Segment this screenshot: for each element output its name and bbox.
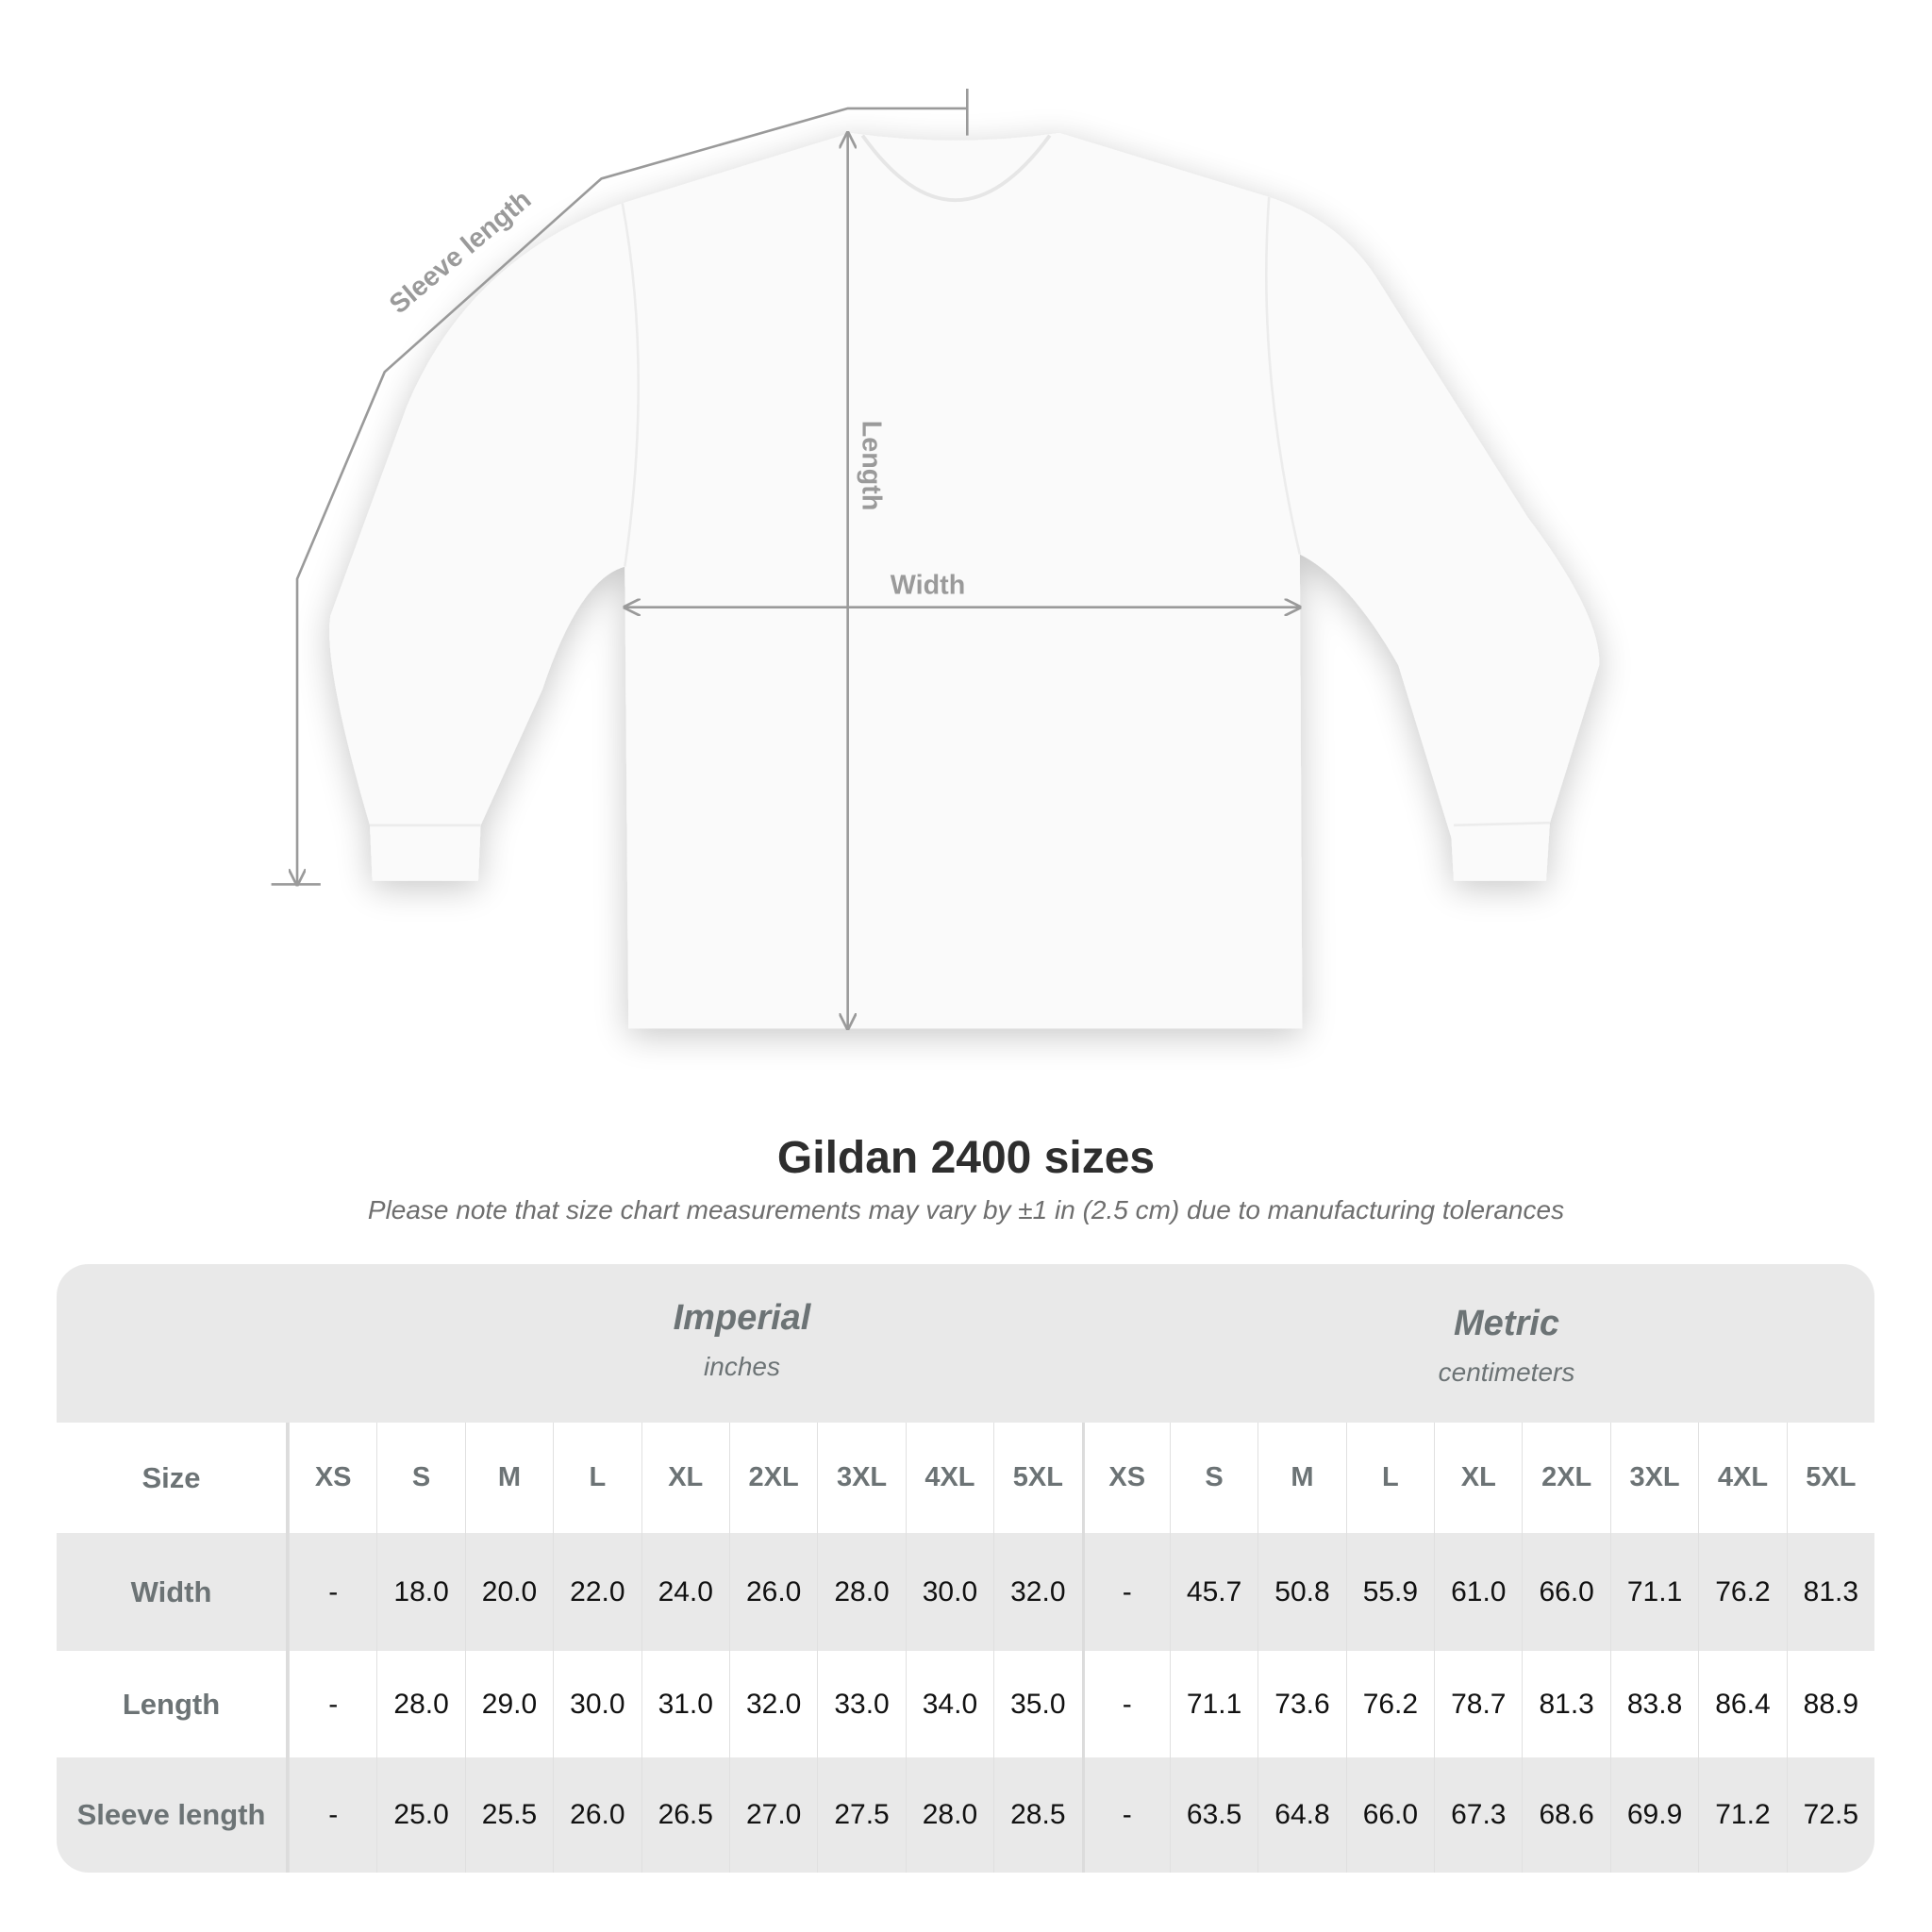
size-header-cell: M [1257, 1423, 1345, 1533]
imperial-value-cell: 24.0 [641, 1533, 729, 1651]
metric-value-cell: 68.6 [1522, 1757, 1609, 1873]
metric-value-cell: 66.0 [1345, 1757, 1434, 1873]
imperial-value-cell: - [289, 1651, 376, 1757]
row-label: Sleeve length [57, 1757, 289, 1873]
size-header-cell: 5XL [1786, 1423, 1874, 1533]
imperial-value-cell: 31.0 [641, 1651, 729, 1757]
metric-value-cell: - [1081, 1533, 1170, 1651]
size-header-cell: XL [641, 1423, 729, 1533]
size-header-cell: XS [289, 1423, 376, 1533]
metric-value-cell: 71.1 [1169, 1651, 1257, 1757]
unit-header-band [57, 1264, 1874, 1423]
imperial-value-cell: - [289, 1757, 376, 1873]
imperial-value-cell: 33.0 [817, 1651, 905, 1757]
width-label: Width [891, 570, 965, 600]
metric-value-cell: 76.2 [1698, 1533, 1786, 1651]
imperial-value-cell: 28.0 [905, 1757, 993, 1873]
imperial-value-cell: 29.0 [464, 1651, 553, 1757]
metric-value-cell: 78.7 [1434, 1651, 1522, 1757]
row-label: Width [57, 1533, 289, 1651]
imperial-value-cell: 28.0 [817, 1533, 905, 1651]
imperial-value-cell: 26.5 [641, 1757, 729, 1873]
imperial-value-cell: 20.0 [464, 1533, 553, 1651]
metric-value-cell: 81.3 [1522, 1651, 1609, 1757]
size-header-cell: XS [1081, 1423, 1170, 1533]
table-row: Sleeve length -25.0 25.5 26.0 26.5 27.0 27.5 28… [57, 1757, 1874, 1873]
metric-value-cell: 67.3 [1434, 1757, 1522, 1873]
metric-title: Metric [1454, 1304, 1559, 1343]
metric-header: Metric centimeters [1139, 1304, 1874, 1388]
row-label: Size [57, 1423, 289, 1533]
size-header-cell: S [376, 1423, 464, 1533]
size-header-cell: XL [1434, 1423, 1522, 1533]
imperial-value-cell: 26.0 [728, 1533, 817, 1651]
sleeve-length-line [297, 107, 968, 885]
metric-value-cell: 81.3 [1786, 1533, 1874, 1651]
size-table: Imperial inches Metric centimeters Size X… [57, 1264, 1874, 1873]
size-header-cell: 3XL [1609, 1423, 1698, 1533]
size-header-cell: 2XL [1522, 1423, 1609, 1533]
metric-value-cell: 76.2 [1345, 1651, 1434, 1757]
imperial-title: Imperial [673, 1298, 811, 1338]
size-header-cell: 2XL [728, 1423, 817, 1533]
imperial-value-cell: 32.0 [993, 1533, 1081, 1651]
imperial-header: Imperial inches [345, 1298, 1139, 1382]
size-header-cell: M [464, 1423, 553, 1533]
imperial-value-cell: 32.0 [728, 1651, 817, 1757]
metric-unit: centimeters [1438, 1357, 1575, 1387]
imperial-value-cell: 25.5 [464, 1757, 553, 1873]
metric-value-cell: 45.7 [1169, 1533, 1257, 1651]
imperial-value-cell: 30.0 [905, 1533, 993, 1651]
metric-value-cell: - [1081, 1651, 1170, 1757]
metric-value-cell: 69.9 [1609, 1757, 1698, 1873]
table-row: Length -28.0 29.0 30.0 31.0 32.0 33.0 34.0 35.0-… [57, 1651, 1874, 1757]
imperial-value-cell: - [289, 1533, 376, 1651]
tolerance-note: Please note that size chart measurements… [367, 1195, 1565, 1224]
metric-value-cell: 66.0 [1522, 1533, 1609, 1651]
size-header-cell: L [1345, 1423, 1434, 1533]
imperial-unit: inches [704, 1352, 780, 1381]
size-header-cell: 3XL [817, 1423, 905, 1533]
page-title: Gildan 2400 sizes [776, 1133, 1156, 1183]
imperial-value-cell: 25.0 [376, 1757, 464, 1873]
metric-value-cell: - [1081, 1757, 1170, 1873]
long-sleeve-shirt [329, 133, 1600, 1029]
metric-value-cell: 72.5 [1786, 1757, 1874, 1873]
imperial-value-cell: 27.5 [817, 1757, 905, 1873]
imperial-value-cell: 28.5 [993, 1757, 1081, 1873]
imperial-value-cell: 30.0 [553, 1651, 641, 1757]
imperial-value-cell: 34.0 [905, 1651, 993, 1757]
size-header-cell: L [553, 1423, 641, 1533]
size-header-cell: S [1169, 1423, 1257, 1533]
metric-value-cell: 88.9 [1786, 1651, 1874, 1757]
metric-value-cell: 71.1 [1609, 1533, 1698, 1651]
length-label: Length [856, 421, 886, 511]
metric-value-cell: 55.9 [1345, 1533, 1434, 1651]
metric-value-cell: 83.8 [1609, 1651, 1698, 1757]
size-header-row: Size XS S M L XL 2XL 3XL 4XL 5XL XS S M L XL 2XL 3XL 4XL 5… [57, 1423, 1874, 1533]
metric-value-cell: 63.5 [1169, 1757, 1257, 1873]
imperial-value-cell: 18.0 [376, 1533, 464, 1651]
metric-value-cell: 64.8 [1257, 1757, 1345, 1873]
imperial-value-cell: 28.0 [376, 1651, 464, 1757]
size-header-cell: 5XL [993, 1423, 1081, 1533]
imperial-value-cell: 22.0 [553, 1533, 641, 1651]
shirt-diagram: Sleeve length Length Width [271, 89, 1600, 1084]
imperial-value-cell: 27.0 [728, 1757, 817, 1873]
imperial-value-cell: 26.0 [553, 1757, 641, 1873]
metric-value-cell: 61.0 [1434, 1533, 1522, 1651]
metric-value-cell: 71.2 [1698, 1757, 1786, 1873]
metric-value-cell: 86.4 [1698, 1651, 1786, 1757]
table-row: Width -18.0 20.0 22.0 24.0 26.0 28.0 30.0 32.0-4… [57, 1533, 1874, 1651]
metric-value-cell: 50.8 [1257, 1533, 1345, 1651]
imperial-value-cell: 35.0 [993, 1651, 1081, 1757]
size-header-cell: 4XL [1698, 1423, 1786, 1533]
metric-value-cell: 73.6 [1257, 1651, 1345, 1757]
row-label: Length [57, 1651, 289, 1757]
size-header-cell: 4XL [905, 1423, 993, 1533]
